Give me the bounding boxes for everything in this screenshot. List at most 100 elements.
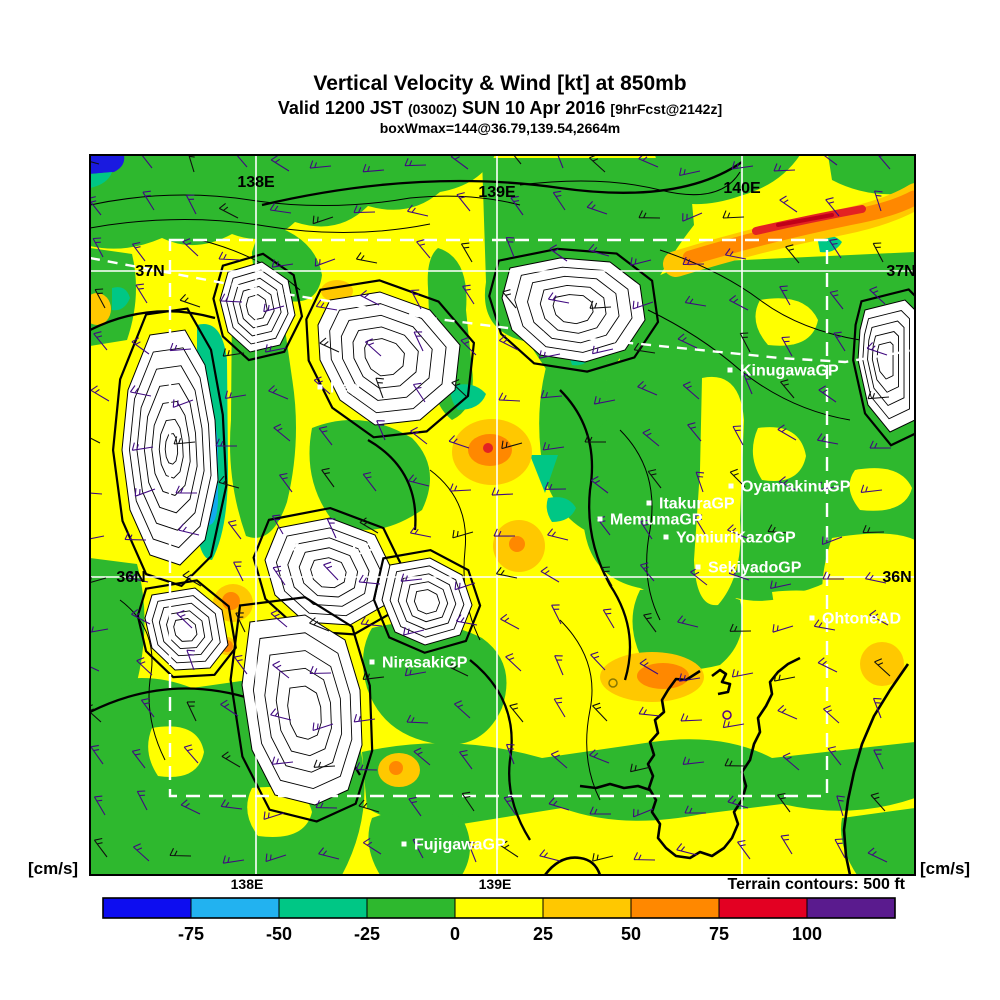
wind-barb <box>186 649 195 671</box>
units-label-left: [cm/s] <box>28 859 78 878</box>
wind-barb <box>264 344 287 353</box>
wind-barb <box>682 756 705 765</box>
colorbar-cell <box>102 897 192 919</box>
footer-texts-layer: [cm/s] [cm/s] Terrain contours: 500 ft 138E… <box>28 859 970 893</box>
meridian-label-top: 140E <box>723 180 761 197</box>
wind-barb <box>131 442 154 451</box>
wind-barb <box>456 192 471 212</box>
colorbar-tick: -75 <box>178 924 204 944</box>
wind-barb <box>816 433 839 445</box>
wind-barb <box>834 838 846 859</box>
wind-barb <box>271 514 284 535</box>
wind-barb <box>869 440 892 449</box>
wind-barb <box>404 158 427 167</box>
station-label: NirasakiGP <box>382 655 468 672</box>
wind-barb <box>872 697 882 719</box>
wind-barb <box>268 385 289 400</box>
station-dot <box>401 841 407 847</box>
wind-barb <box>827 746 842 766</box>
wind-barb <box>222 348 245 357</box>
wind-barb <box>638 706 661 717</box>
grid-labels-layer: 138E 139E 140E 37N 37N 36N 36N <box>116 174 915 586</box>
wind-barb <box>601 566 613 587</box>
wind-barb <box>309 617 330 632</box>
wind-barb <box>410 426 428 445</box>
terrain-contour-thin <box>352 326 419 389</box>
wind-barb <box>94 288 106 309</box>
wind-barb <box>498 392 521 402</box>
wind-barb <box>313 759 336 768</box>
terrain-contour-thin <box>158 602 213 657</box>
wind-barb <box>777 424 797 441</box>
colorbar-cell <box>454 897 544 919</box>
terrain-contour-thin <box>552 294 594 325</box>
wind-barb <box>90 161 100 165</box>
wind-barb <box>178 523 200 536</box>
wind-barb <box>236 155 248 168</box>
wind-barb <box>821 536 843 546</box>
wind-barb <box>584 434 606 443</box>
wind-barb <box>413 747 431 766</box>
wind-barb <box>140 697 155 718</box>
wind-barb <box>501 440 523 450</box>
wind-barb <box>548 797 570 811</box>
terrain-contour-thin <box>514 266 633 353</box>
wind-barb <box>554 655 564 676</box>
wind-barb <box>265 853 287 863</box>
wind-barb <box>272 565 286 586</box>
terrain-contour-thin <box>364 338 405 377</box>
colorbar-cell <box>366 897 456 919</box>
wind-barb <box>362 164 385 173</box>
wind-barb <box>186 701 197 722</box>
wind-barb <box>539 849 561 862</box>
wind-barb <box>505 236 515 258</box>
wind-barb <box>172 399 194 408</box>
parallel-label-left: 37N <box>135 263 164 280</box>
wind-barb <box>729 468 746 488</box>
wind-barb <box>767 524 790 534</box>
wind-barb <box>729 294 749 311</box>
wind-barb <box>695 471 705 493</box>
wind-barb <box>633 852 656 861</box>
wind-barb <box>500 840 519 858</box>
wind-barb <box>363 837 382 855</box>
station-label: KinugawaGP <box>740 363 839 380</box>
terrain-contour-bold <box>229 596 374 823</box>
station-label: MemumaGP <box>610 512 703 529</box>
terrain-contour-bold <box>136 579 237 679</box>
meridian-label-bottom: 139E <box>479 876 512 892</box>
station-label: YomiuriKazoGP <box>676 530 796 547</box>
wind-barb <box>732 425 744 446</box>
terrain-contour-thin <box>539 284 607 334</box>
wind-barb <box>224 390 247 399</box>
wind-barbs-layer <box>90 155 892 864</box>
colorbar-cell <box>718 897 808 919</box>
wind-barb <box>589 300 612 309</box>
wind-barb <box>836 795 845 817</box>
wind-barb <box>640 519 653 540</box>
wind-barb <box>678 167 701 177</box>
colorbar-cell <box>630 897 720 919</box>
station-dot <box>646 500 652 506</box>
wind-barb <box>359 289 380 306</box>
boxwmax-note: boxWmax=144@36.79,139.54,2664m <box>379 119 621 136</box>
wind-barb <box>510 195 524 216</box>
wind-barb <box>773 673 796 682</box>
terrain-contour-thin <box>136 365 205 531</box>
wind-barb <box>360 616 383 627</box>
wind-barb <box>777 792 791 813</box>
colorbar-tick: 75 <box>709 924 729 944</box>
terrain-contour-thin <box>232 277 282 337</box>
wind-barb <box>90 385 110 402</box>
wind-barb <box>460 336 477 356</box>
wind-barb <box>173 436 196 445</box>
wind-barb <box>323 561 339 581</box>
wind-barb <box>550 750 568 769</box>
wind-barb <box>632 300 654 310</box>
wind-barb <box>355 762 378 771</box>
wind-barb <box>592 702 608 722</box>
wind-barb <box>602 608 615 629</box>
terrain-contour-thin <box>405 581 449 623</box>
wind-barb <box>315 299 338 311</box>
